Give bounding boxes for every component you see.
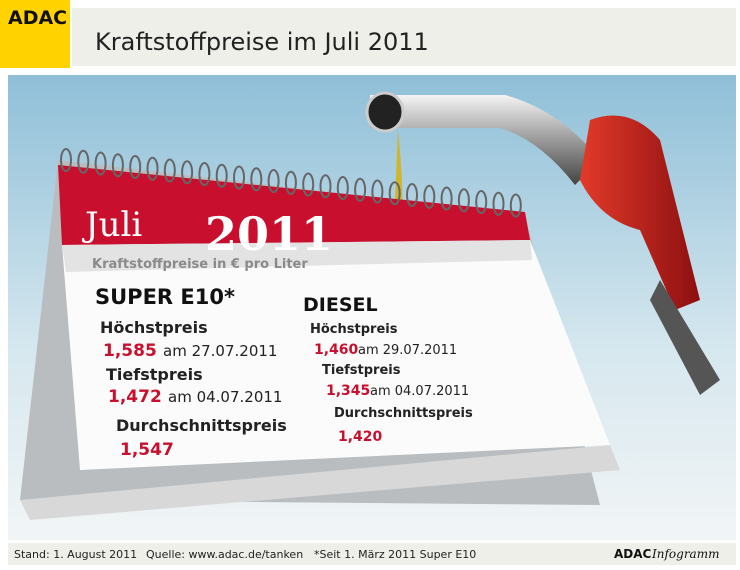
super-label: Höchstpreis	[100, 318, 208, 337]
calendar-ring	[388, 181, 401, 206]
calendar-ring	[250, 167, 263, 192]
footer-brand-suffix: Infogramm	[651, 547, 719, 561]
calendar-ring	[198, 162, 211, 186]
calendar-ring	[319, 174, 332, 199]
footer-source: Quelle: www.adac.de/tanken	[146, 548, 303, 561]
diesel-label: Durchschnittspreis	[334, 406, 473, 421]
header-bar	[72, 8, 736, 66]
calendar-ring	[406, 183, 418, 207]
calendar-ring	[354, 177, 367, 202]
footer-bar	[8, 543, 736, 565]
calendar-ring	[492, 191, 505, 216]
calendar-base	[20, 445, 620, 520]
calendar-ring	[163, 158, 176, 183]
calendar-ring	[509, 193, 522, 218]
calendar-ring	[371, 179, 384, 204]
calendar-ring	[111, 153, 124, 178]
super-price: 1,585	[103, 341, 157, 361]
calendar-strip	[62, 240, 532, 272]
calendar-ring	[233, 165, 245, 190]
super-price: 1,472	[108, 387, 162, 407]
title: Kraftstoffpreise im Juli 2011	[95, 28, 429, 56]
logo: ADAC	[8, 7, 67, 29]
super-label: Durchschnittspreis	[116, 416, 287, 435]
footer-stand: Stand: 1. August 2011	[14, 548, 137, 561]
calendar-ring	[284, 170, 297, 195]
pump-handle	[580, 115, 700, 310]
nozzle-pipe	[370, 95, 600, 185]
subtitle: Kraftstoffpreise in € pro Liter	[92, 257, 308, 272]
nozzle-opening	[365, 91, 405, 133]
calendar-page	[62, 240, 610, 470]
diesel-date: am 04.07.2011	[370, 384, 469, 399]
calendar-ring	[440, 186, 453, 211]
footer-brand: ADAC	[614, 547, 652, 561]
calendar-ring	[302, 172, 315, 197]
super-date: am 27.07.2011	[163, 342, 277, 360]
calendar-ring	[94, 151, 107, 176]
calendar-ring	[423, 184, 436, 209]
year: 2011	[205, 207, 333, 261]
calendar-ring	[146, 156, 159, 181]
calendar-ring	[475, 190, 488, 214]
diesel-date: am 29.07.2011	[358, 343, 457, 358]
calendar-ring	[215, 163, 228, 188]
pump-tip	[650, 280, 720, 395]
calendar-ring	[457, 188, 470, 213]
diesel-price: 1,460	[314, 342, 359, 358]
calendar-header	[58, 165, 530, 245]
logo-box	[0, 0, 70, 68]
diesel-label: Höchstpreis	[310, 322, 398, 337]
diesel-label: Tiefstpreis	[322, 363, 401, 378]
calendar-ring	[77, 149, 90, 174]
month: Juli	[82, 205, 142, 245]
footer-note: *Seit 1. März 2011 Super E10	[314, 548, 476, 561]
super-price: 1,547	[120, 440, 174, 460]
calendar-ring	[181, 160, 194, 185]
diesel-price: 1,345	[326, 383, 370, 399]
calendar-ring	[129, 155, 142, 179]
diesel-name: DIESEL	[303, 294, 378, 316]
calendar-ring	[60, 148, 72, 172]
super-label: Tiefstpreis	[106, 365, 203, 384]
super-name: SUPER E10*	[95, 285, 235, 309]
calendar-ring	[267, 169, 280, 193]
calendar-ring	[336, 176, 349, 200]
super-date: am 04.07.2011	[168, 388, 282, 406]
diesel-price: 1,420	[338, 429, 383, 445]
